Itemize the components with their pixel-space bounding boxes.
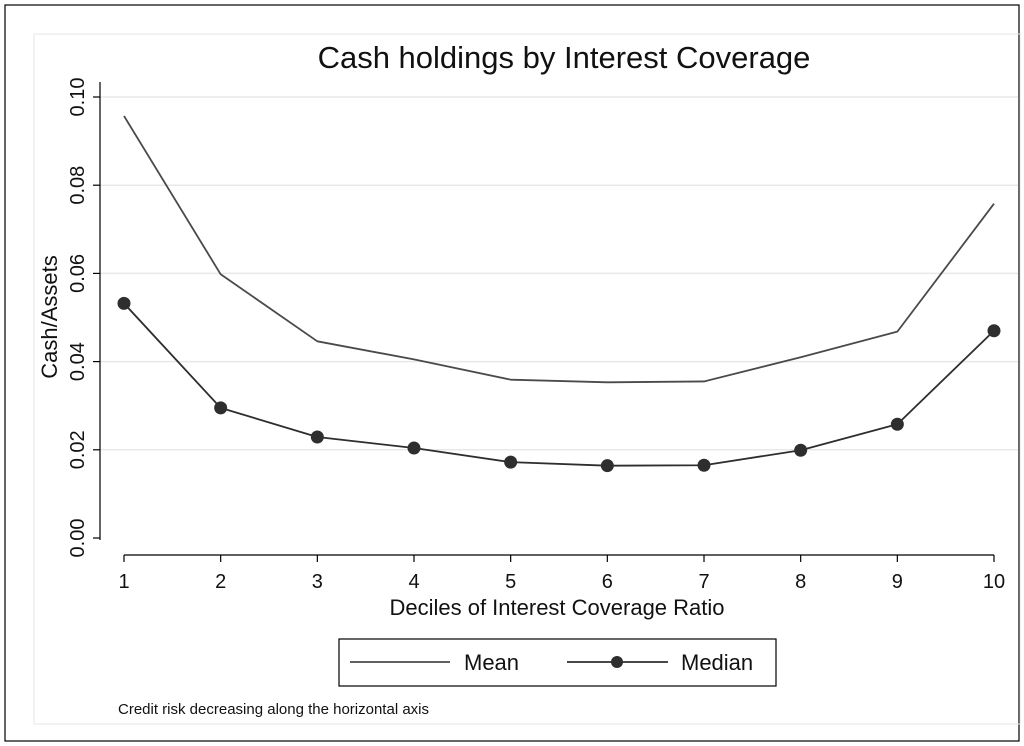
point-median-4 bbox=[407, 441, 421, 455]
axes bbox=[93, 82, 995, 562]
point-median-6 bbox=[600, 459, 614, 473]
legend-swatch-median-marker bbox=[611, 656, 623, 668]
series-line-median bbox=[123, 302, 995, 467]
y-tick-label-0: 0.00 bbox=[67, 519, 89, 558]
outer-border bbox=[4, 4, 1020, 742]
point-median-8 bbox=[794, 443, 808, 457]
x-axis-label: Deciles of Interest Coverage Ratio bbox=[389, 595, 724, 620]
x-tick-label-7: 8 bbox=[795, 571, 806, 593]
point-median-3 bbox=[310, 430, 324, 444]
x-tick-label-9: 10 bbox=[983, 571, 1005, 593]
series-lines bbox=[123, 115, 995, 467]
point-median-10 bbox=[987, 324, 1001, 338]
gridlines bbox=[100, 96, 1018, 451]
series-line-mean bbox=[123, 115, 995, 384]
legend: Mean Median bbox=[338, 638, 777, 687]
x-tick-label-0: 1 bbox=[118, 571, 129, 593]
y-tick-label-2: 0.04 bbox=[67, 342, 89, 381]
legend-label-mean: Mean bbox=[464, 650, 519, 675]
chart-note: Credit risk decreasing along the horizon… bbox=[118, 701, 429, 718]
y-tick-labels: 0.00 0.02 0.04 0.06 0.08 0.10 bbox=[67, 78, 89, 558]
point-median-5 bbox=[504, 455, 518, 469]
point-median-9 bbox=[890, 417, 904, 431]
y-tick-label-3: 0.06 bbox=[67, 254, 89, 293]
x-tick-label-8: 9 bbox=[892, 571, 903, 593]
chart-title: Cash holdings by Interest Coverage bbox=[318, 40, 811, 75]
x-tick-label-5: 6 bbox=[602, 571, 613, 593]
x-tick-label-6: 7 bbox=[698, 571, 709, 593]
x-tick-label-1: 2 bbox=[215, 571, 226, 593]
y-tick-label-1: 0.02 bbox=[67, 430, 89, 469]
y-axis-label: Cash/Assets bbox=[37, 255, 62, 379]
point-median-2 bbox=[214, 401, 228, 415]
y-tick-label-5: 0.10 bbox=[67, 78, 89, 117]
y-tick-label-4: 0.08 bbox=[67, 166, 89, 205]
graph-region-border bbox=[33, 33, 1021, 725]
x-tick-label-4: 5 bbox=[505, 571, 516, 593]
point-median-7 bbox=[697, 458, 711, 472]
x-tick-label-2: 3 bbox=[312, 571, 323, 593]
point-median-1 bbox=[117, 296, 131, 310]
series-points bbox=[117, 296, 1001, 473]
legend-label-median: Median bbox=[681, 650, 753, 675]
x-tick-label-3: 4 bbox=[408, 571, 419, 593]
x-tick-labels: 1 2 3 4 5 6 7 8 9 10 bbox=[118, 571, 1005, 593]
